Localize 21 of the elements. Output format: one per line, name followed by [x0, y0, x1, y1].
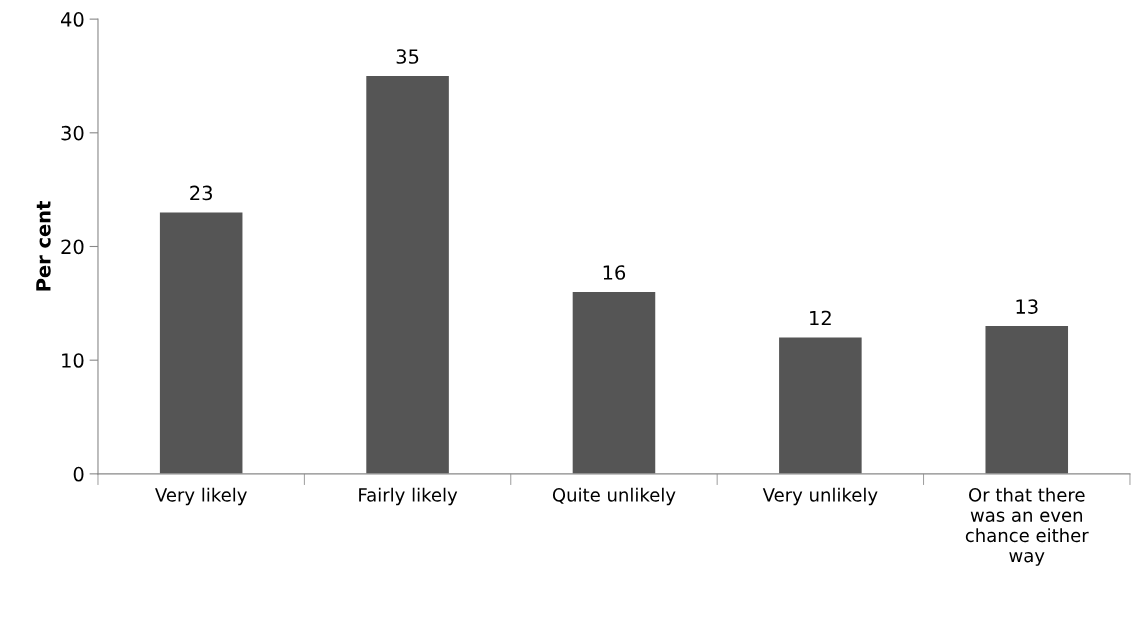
data-label: 16 [603, 265, 626, 280]
data-label: 13 [1016, 299, 1038, 314]
x-tick-label: Or that there was an even chance either way [965, 487, 1089, 566]
bar [985, 326, 1069, 474]
data-label: 35 [396, 49, 419, 64]
bar [779, 337, 862, 474]
y-tick-label: 20 [61, 239, 84, 255]
y-tick-label: 10 [62, 353, 84, 368]
x-tick-label: Quite unlikely [552, 487, 676, 506]
x-tick-label: Very likely [155, 487, 247, 506]
data-label: 23 [190, 185, 212, 201]
y-axis-title: Per cent [36, 201, 51, 291]
x-tick-label: Fairly likely [359, 487, 458, 506]
bar [159, 212, 243, 474]
bar [572, 291, 656, 474]
bar [366, 75, 449, 474]
y-tick-label: 0 [73, 466, 84, 482]
data-label: 12 [810, 310, 831, 326]
x-tick-label: Very unlikely [762, 487, 878, 506]
y-tick-label: 30 [61, 125, 84, 141]
y-tick-label: 40 [61, 12, 84, 27]
